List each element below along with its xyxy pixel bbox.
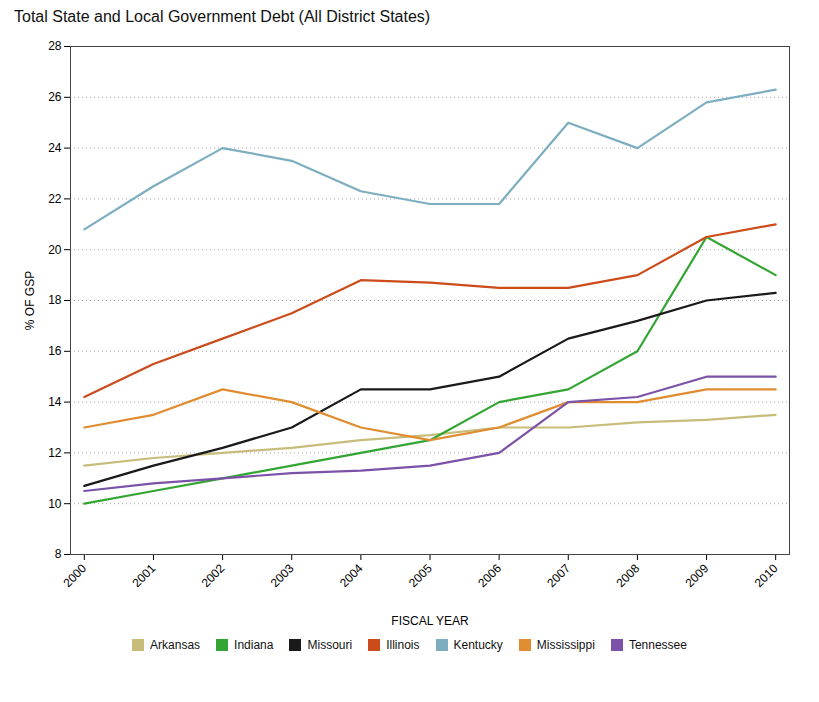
svg-text:% OF GSP: % OF GSP (23, 271, 37, 330)
html-text:Mississippi: Mississippi (536, 638, 595, 652)
svg-text:12: 12 (48, 446, 62, 460)
svg-text:16: 16 (48, 344, 62, 358)
svg-text:2007: 2007 (544, 561, 573, 590)
svg-text:FISCAL YEAR: FISCAL YEAR (391, 614, 469, 628)
svg-text:2010: 2010 (752, 561, 781, 590)
svg-text:2009: 2009 (683, 561, 712, 590)
html-text:Tennessee: Tennessee (628, 638, 687, 652)
svg-text:18: 18 (48, 293, 62, 307)
svg-text:2006: 2006 (475, 561, 504, 590)
svg-text:26: 26 (48, 90, 62, 104)
svg-text:10: 10 (48, 497, 62, 511)
svg-text:2005: 2005 (406, 561, 435, 590)
svg-text:2000: 2000 (60, 561, 89, 590)
svg-text:2001: 2001 (130, 561, 159, 590)
html-text:Indiana: Indiana (234, 638, 274, 652)
html-text:Arkansas: Arkansas (150, 638, 201, 652)
html-text:Kentucky: Kentucky (453, 638, 503, 652)
svg-text:2008: 2008 (613, 561, 642, 590)
svg-text:8: 8 (55, 547, 62, 561)
html-text:Missouri: Missouri (307, 638, 353, 652)
svg-text:14: 14 (48, 395, 62, 409)
svg-text:2004: 2004 (337, 561, 366, 590)
html-text:Illinois: Illinois (386, 638, 420, 652)
svg-text:2003: 2003 (268, 561, 297, 590)
html-text:Total State and Local Governme: Total State and Local Government Debt (A… (14, 8, 431, 25)
svg-text:2002: 2002 (199, 561, 228, 590)
svg-text:28: 28 (48, 39, 62, 53)
svg-text:24: 24 (48, 141, 62, 155)
svg-text:22: 22 (48, 192, 62, 206)
svg-text:20: 20 (48, 243, 62, 257)
